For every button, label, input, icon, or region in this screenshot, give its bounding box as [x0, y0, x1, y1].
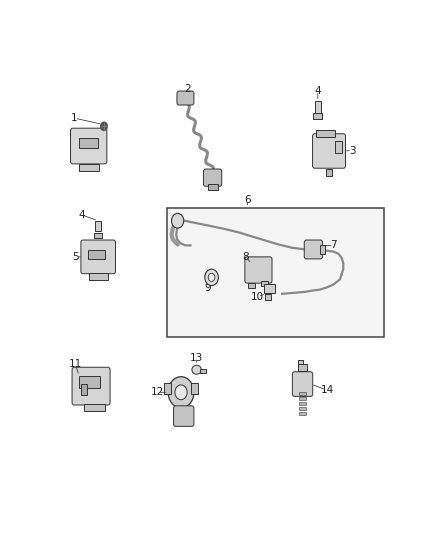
Bar — [314, 113, 322, 119]
Bar — [167, 207, 384, 337]
Circle shape — [175, 385, 187, 400]
Bar — [320, 245, 325, 254]
FancyBboxPatch shape — [313, 134, 346, 168]
Text: 10: 10 — [251, 292, 264, 302]
FancyBboxPatch shape — [293, 372, 313, 397]
Bar — [264, 284, 275, 293]
Text: 5: 5 — [72, 252, 79, 262]
Bar — [299, 402, 306, 405]
Bar — [298, 365, 307, 371]
Bar — [94, 232, 102, 238]
Bar — [315, 101, 321, 113]
Bar — [89, 273, 108, 280]
Ellipse shape — [192, 365, 201, 374]
Text: 11: 11 — [68, 359, 82, 368]
FancyBboxPatch shape — [245, 257, 272, 283]
Bar — [81, 384, 87, 395]
Bar — [200, 369, 206, 373]
Circle shape — [205, 269, 219, 286]
Bar — [299, 407, 306, 410]
Text: 3: 3 — [349, 146, 355, 156]
Text: 12: 12 — [151, 387, 164, 397]
Text: 1: 1 — [71, 113, 78, 123]
FancyBboxPatch shape — [203, 169, 222, 186]
Bar — [316, 130, 335, 138]
Text: 6: 6 — [244, 195, 251, 205]
Text: 2: 2 — [184, 84, 191, 94]
Bar — [95, 221, 101, 231]
Text: 14: 14 — [320, 385, 334, 395]
Bar — [78, 164, 99, 172]
Bar — [298, 360, 303, 365]
Text: 7: 7 — [330, 240, 337, 251]
Bar — [299, 397, 306, 400]
Bar — [88, 251, 105, 260]
FancyBboxPatch shape — [72, 367, 110, 405]
Bar — [84, 404, 105, 411]
FancyBboxPatch shape — [304, 240, 322, 259]
Text: 8: 8 — [243, 252, 249, 262]
Circle shape — [172, 213, 184, 228]
Bar — [335, 141, 342, 153]
Bar — [325, 169, 332, 175]
Bar — [299, 411, 306, 415]
Bar — [265, 294, 271, 301]
Bar — [299, 392, 306, 395]
FancyBboxPatch shape — [177, 91, 194, 105]
Bar — [79, 376, 99, 388]
FancyBboxPatch shape — [71, 128, 107, 164]
FancyBboxPatch shape — [173, 406, 194, 426]
Text: 4: 4 — [78, 210, 85, 220]
Circle shape — [101, 122, 107, 131]
Bar — [261, 281, 268, 286]
Text: 4: 4 — [314, 86, 321, 95]
Bar — [208, 184, 218, 190]
Text: 13: 13 — [190, 353, 203, 363]
Bar — [164, 383, 171, 393]
Circle shape — [168, 377, 194, 408]
FancyBboxPatch shape — [81, 240, 116, 273]
Circle shape — [208, 273, 215, 281]
Bar — [248, 282, 255, 288]
Bar — [79, 138, 98, 148]
Bar — [191, 383, 198, 393]
Text: 9: 9 — [204, 282, 211, 293]
